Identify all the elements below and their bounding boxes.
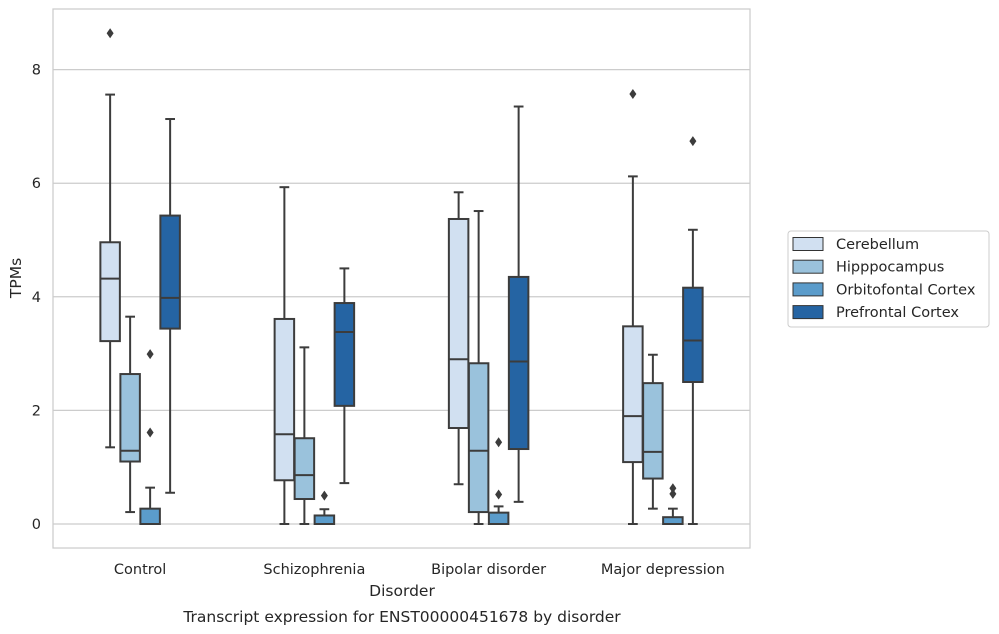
box-iqr	[447, 217, 470, 430]
legend-frame	[787, 230, 990, 328]
outlier-point	[146, 349, 154, 360]
outlier-point	[106, 28, 114, 39]
legend-swatch	[792, 237, 824, 251]
x-tick-label: Schizophrenia	[263, 562, 365, 578]
box-iqr	[159, 214, 181, 330]
box-orbitofontal-cortex	[313, 490, 336, 525]
box-iqr	[99, 241, 121, 343]
outlier-point	[146, 427, 154, 438]
x-tick-label: Control	[114, 562, 166, 578]
box-orbitofontal-cortex	[139, 349, 161, 526]
box-plot-area	[99, 28, 704, 526]
y-tick-labels: 0 2 4 6 8	[32, 63, 41, 533]
box-prefrontal-cortex	[682, 136, 704, 525]
y-tick-label: 4	[32, 290, 41, 306]
box-iqr	[139, 507, 161, 526]
box-iqr	[313, 514, 336, 525]
y-tick-label: 0	[32, 517, 41, 533]
box-iqr	[622, 325, 644, 464]
box-hipppocampus	[119, 315, 141, 514]
box-cerebellum	[622, 89, 644, 525]
box-hipppocampus	[642, 353, 664, 510]
legend-label: Cerebellum	[836, 237, 919, 253]
y-tick-label: 8	[32, 63, 41, 79]
box-prefrontal-cortex	[507, 105, 530, 503]
box-iqr	[682, 286, 704, 384]
box-iqr	[507, 275, 530, 451]
x-tick-label: Major depression	[601, 562, 725, 578]
box-prefrontal-cortex	[333, 267, 356, 485]
box-orbitofontal-cortex	[487, 437, 510, 526]
box-prefrontal-cortex	[159, 118, 181, 494]
outlier-point	[495, 489, 503, 500]
box-cerebellum	[447, 191, 470, 486]
y-tick-label: 2	[32, 403, 41, 419]
box-iqr	[273, 317, 296, 482]
y-tick-label: 6	[32, 176, 41, 192]
box-iqr	[642, 382, 664, 480]
box-cerebellum	[99, 28, 121, 449]
outlier-point	[689, 136, 697, 147]
outlier-point	[629, 89, 637, 100]
outlier-point	[669, 488, 677, 499]
legend-label: Orbitofontal Cortex	[836, 282, 976, 298]
legend-swatch	[792, 305, 824, 320]
outlier-point	[669, 483, 677, 494]
box-iqr	[467, 362, 490, 514]
legend-swatch	[792, 259, 824, 274]
box-iqr	[293, 437, 316, 501]
legend: Cerebellum Hipppocampus Orbitofontal Corte…	[787, 230, 990, 328]
box-hipppocampus	[293, 346, 316, 525]
box-iqr	[333, 302, 356, 407]
box-iqr	[119, 373, 141, 463]
plot-frame	[52, 8, 751, 549]
box-orbitofontal-cortex	[662, 483, 684, 526]
box-hipppocampus	[467, 210, 490, 525]
legend-swatch	[792, 282, 824, 297]
x-tick-label: Bipolar disorder	[431, 562, 546, 578]
outlier-point	[495, 437, 503, 448]
x-tick-labels: Control Schizophrenia Bipolar disorder Majo…	[114, 562, 725, 578]
x-axis-label: Disorder	[369, 582, 435, 600]
box-iqr	[662, 516, 684, 526]
box-iqr	[487, 511, 510, 526]
chart-caption: Transcript expression for ENST0000045167…	[182, 608, 621, 626]
y-axis-label: TPMs	[7, 258, 25, 299]
outlier-point	[320, 490, 328, 501]
legend-label: Prefrontal Cortex	[836, 305, 959, 321]
legend-label: Hipppocampus	[836, 260, 944, 276]
box-cerebellum	[273, 186, 296, 525]
